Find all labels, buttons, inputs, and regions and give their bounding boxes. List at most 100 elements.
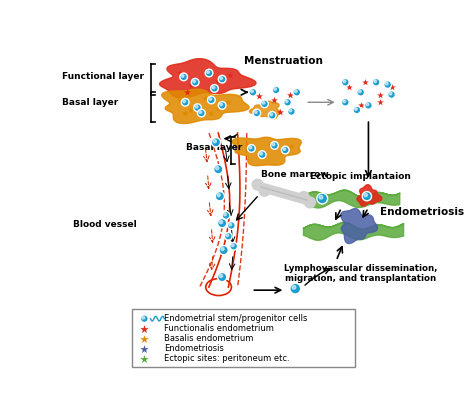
Circle shape	[366, 103, 369, 106]
Circle shape	[183, 100, 185, 103]
Circle shape	[199, 111, 202, 114]
Text: Basal layer: Basal layer	[62, 98, 118, 107]
Polygon shape	[357, 185, 382, 206]
Circle shape	[224, 213, 227, 216]
Circle shape	[211, 138, 220, 147]
Circle shape	[298, 192, 309, 202]
Circle shape	[388, 91, 395, 99]
Circle shape	[268, 111, 276, 119]
Text: Blood vessel: Blood vessel	[73, 220, 137, 229]
Circle shape	[272, 143, 275, 146]
Circle shape	[220, 103, 222, 106]
Circle shape	[219, 220, 223, 224]
Circle shape	[261, 100, 268, 108]
Circle shape	[219, 102, 226, 109]
Text: Ectopic sites: peritoneum etc.: Ectopic sites: peritoneum etc.	[164, 354, 290, 363]
Circle shape	[252, 179, 263, 190]
Circle shape	[259, 186, 270, 196]
FancyBboxPatch shape	[132, 309, 355, 367]
Point	[184, 89, 191, 96]
Circle shape	[215, 192, 225, 201]
Circle shape	[273, 88, 276, 90]
Circle shape	[229, 223, 232, 226]
Point	[176, 97, 183, 103]
Circle shape	[358, 90, 361, 93]
Circle shape	[304, 197, 315, 208]
Circle shape	[270, 113, 273, 116]
Text: Endometrial stem/progenitor cells: Endometrial stem/progenitor cells	[164, 314, 308, 323]
Text: Basalis endometrium: Basalis endometrium	[164, 334, 254, 343]
Text: Endometriosis: Endometriosis	[380, 208, 464, 218]
Circle shape	[262, 102, 265, 104]
Polygon shape	[341, 208, 378, 243]
Circle shape	[182, 74, 184, 77]
Circle shape	[219, 274, 223, 277]
Circle shape	[219, 245, 228, 255]
Circle shape	[343, 80, 346, 83]
Circle shape	[207, 71, 210, 73]
Circle shape	[228, 222, 235, 229]
Point	[176, 70, 183, 77]
Circle shape	[389, 92, 392, 95]
Circle shape	[140, 315, 148, 322]
Circle shape	[319, 195, 323, 199]
Circle shape	[365, 102, 372, 109]
Text: Functional layer: Functional layer	[62, 72, 144, 82]
Point	[215, 77, 222, 84]
Point	[141, 335, 148, 342]
Point	[182, 110, 189, 116]
Polygon shape	[232, 137, 301, 166]
Circle shape	[193, 80, 196, 83]
Text: Ectopic implantaion: Ectopic implantaion	[310, 172, 411, 181]
Point	[186, 106, 193, 113]
Polygon shape	[249, 101, 280, 119]
Circle shape	[220, 77, 222, 79]
Circle shape	[205, 69, 213, 77]
Polygon shape	[160, 59, 256, 98]
Circle shape	[385, 82, 388, 85]
Circle shape	[191, 78, 199, 86]
Point	[226, 72, 234, 79]
Circle shape	[210, 84, 219, 92]
Circle shape	[230, 243, 237, 250]
Point	[278, 148, 286, 155]
Circle shape	[251, 90, 253, 93]
Point	[141, 355, 148, 362]
Circle shape	[180, 73, 188, 81]
Point	[388, 84, 395, 90]
Circle shape	[258, 151, 266, 158]
Point	[225, 98, 232, 105]
Text: Bone marrow: Bone marrow	[261, 170, 329, 179]
Circle shape	[362, 192, 372, 201]
Point	[266, 141, 273, 147]
Circle shape	[219, 75, 226, 83]
Text: Menstruation: Menstruation	[244, 56, 323, 66]
Point	[201, 94, 209, 101]
Circle shape	[290, 283, 301, 294]
Circle shape	[253, 109, 261, 117]
Circle shape	[284, 99, 292, 106]
Circle shape	[231, 244, 234, 247]
Point	[361, 79, 368, 86]
Circle shape	[209, 98, 212, 100]
Circle shape	[218, 218, 227, 228]
Circle shape	[255, 111, 257, 114]
Point	[288, 143, 295, 149]
Circle shape	[343, 100, 346, 103]
Point	[203, 68, 210, 75]
Circle shape	[341, 99, 349, 106]
Circle shape	[226, 234, 228, 237]
Circle shape	[353, 106, 361, 114]
Point	[255, 93, 263, 99]
Point	[243, 143, 251, 149]
Circle shape	[213, 139, 217, 143]
Circle shape	[195, 105, 198, 108]
Circle shape	[218, 272, 227, 282]
Point	[271, 97, 278, 103]
Circle shape	[214, 165, 223, 174]
Polygon shape	[162, 89, 249, 124]
Point	[215, 104, 222, 111]
Circle shape	[384, 81, 392, 89]
Circle shape	[194, 104, 201, 111]
Circle shape	[283, 148, 286, 151]
